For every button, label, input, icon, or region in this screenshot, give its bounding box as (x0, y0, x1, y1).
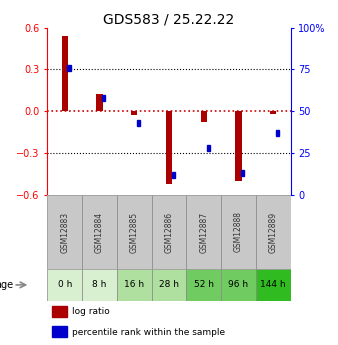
Text: GSM12886: GSM12886 (165, 211, 173, 253)
Text: 8 h: 8 h (92, 280, 107, 289)
Text: 52 h: 52 h (194, 280, 214, 289)
Text: 0 h: 0 h (57, 280, 72, 289)
Text: percentile rank within the sample: percentile rank within the sample (72, 328, 225, 337)
FancyBboxPatch shape (186, 269, 221, 301)
FancyBboxPatch shape (221, 195, 256, 269)
Bar (270, 111, 276, 114)
FancyBboxPatch shape (117, 195, 152, 269)
Text: log ratio: log ratio (72, 307, 110, 316)
Text: GSM12887: GSM12887 (199, 211, 208, 253)
FancyBboxPatch shape (47, 269, 82, 301)
FancyBboxPatch shape (221, 269, 256, 301)
Text: GSM12883: GSM12883 (60, 211, 69, 253)
Title: GDS583 / 25.22.22: GDS583 / 25.22.22 (103, 12, 235, 27)
FancyBboxPatch shape (152, 195, 186, 269)
Bar (276, 130, 279, 136)
FancyBboxPatch shape (47, 195, 82, 269)
FancyBboxPatch shape (117, 269, 152, 301)
Bar (235, 111, 242, 181)
Bar (131, 111, 137, 115)
Bar (52, 326, 67, 337)
Text: 16 h: 16 h (124, 280, 144, 289)
FancyBboxPatch shape (152, 269, 186, 301)
Bar (96, 95, 103, 111)
Bar (52, 306, 67, 317)
FancyBboxPatch shape (256, 269, 291, 301)
Bar (102, 95, 105, 101)
Text: 144 h: 144 h (261, 280, 286, 289)
Text: age: age (0, 280, 13, 290)
Text: GSM12888: GSM12888 (234, 211, 243, 253)
FancyBboxPatch shape (186, 195, 221, 269)
Bar (172, 172, 175, 178)
FancyBboxPatch shape (82, 269, 117, 301)
Text: GSM12884: GSM12884 (95, 211, 104, 253)
Bar (62, 36, 68, 111)
Text: GSM12885: GSM12885 (130, 211, 139, 253)
Text: 96 h: 96 h (228, 280, 248, 289)
Bar (201, 111, 207, 122)
Bar (68, 65, 71, 71)
FancyBboxPatch shape (82, 195, 117, 269)
FancyBboxPatch shape (256, 195, 291, 269)
Bar (241, 170, 244, 176)
Text: GSM12889: GSM12889 (269, 211, 278, 253)
Bar (137, 120, 140, 126)
Text: 28 h: 28 h (159, 280, 179, 289)
Bar (166, 111, 172, 184)
Bar (207, 145, 210, 151)
